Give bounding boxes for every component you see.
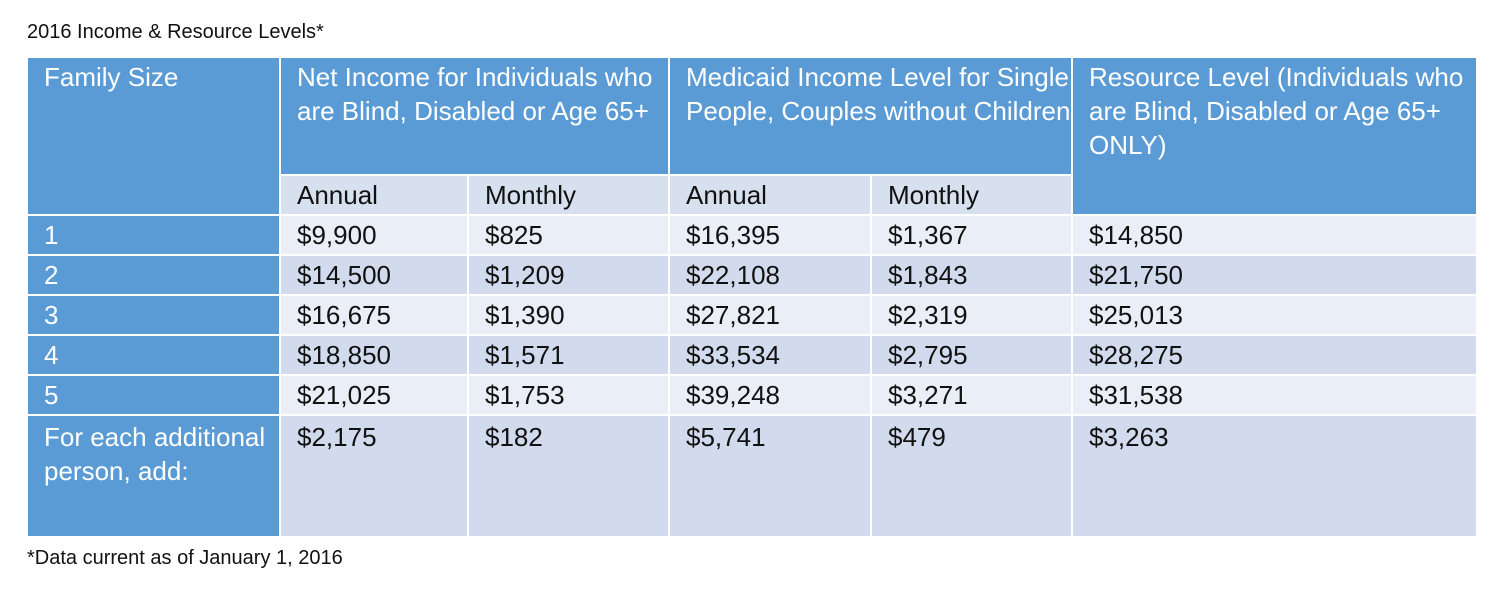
header-net-income: Net Income for Individuals who are Blind…: [279, 56, 670, 176]
resource-level-cell: $3,263: [1071, 414, 1478, 538]
table-row: For each additional person, add: $2,175 …: [26, 414, 1478, 538]
net-annual-cell: $2,175: [279, 414, 469, 538]
subheader-medicaid-monthly: Monthly: [870, 174, 1073, 216]
net-monthly-cell: $1,390: [467, 294, 670, 336]
income-resource-table: Family Size Net Income for Individuals w…: [26, 56, 1478, 538]
footnote: *Data current as of January 1, 2016: [27, 547, 343, 569]
net-annual-cell: $18,850: [279, 334, 469, 376]
subheader-net-monthly: Monthly: [467, 174, 670, 216]
table-row: 1 $9,900 $825 $16,395 $1,367 $14,850: [26, 214, 1478, 256]
header-resource-level: Resource Level (Individuals who are Blin…: [1071, 56, 1478, 216]
header-medicaid-income: Medicaid Income Level for Single People,…: [668, 56, 1073, 176]
resource-level-cell: $25,013: [1071, 294, 1478, 336]
medicaid-monthly-cell: $479: [870, 414, 1073, 538]
resource-level-cell: $28,275: [1071, 334, 1478, 376]
table-row: 4 $18,850 $1,571 $33,534 $2,795 $28,275: [26, 334, 1478, 376]
family-size-cell: 2: [26, 254, 281, 296]
net-annual-cell: $14,500: [279, 254, 469, 296]
family-size-cell: 3: [26, 294, 281, 336]
medicaid-monthly-cell: $1,843: [870, 254, 1073, 296]
table-row: 3 $16,675 $1,390 $27,821 $2,319 $25,013: [26, 294, 1478, 336]
net-annual-cell: $9,900: [279, 214, 469, 256]
net-monthly-cell: $182: [467, 414, 670, 538]
family-size-cell: 1: [26, 214, 281, 256]
family-size-cell: For each additional person, add:: [26, 414, 281, 538]
subheader-net-annual: Annual: [279, 174, 469, 216]
medicaid-annual-cell: $22,108: [668, 254, 872, 296]
page-title: 2016 Income & Resource Levels*: [27, 21, 324, 43]
medicaid-annual-cell: $27,821: [668, 294, 872, 336]
medicaid-annual-cell: $16,395: [668, 214, 872, 256]
resource-level-cell: $21,750: [1071, 254, 1478, 296]
resource-level-cell: $14,850: [1071, 214, 1478, 256]
medicaid-annual-cell: $39,248: [668, 374, 872, 416]
net-annual-cell: $21,025: [279, 374, 469, 416]
resource-level-cell: $31,538: [1071, 374, 1478, 416]
header-family-size: Family Size: [26, 56, 281, 216]
net-monthly-cell: $825: [467, 214, 670, 256]
net-annual-cell: $16,675: [279, 294, 469, 336]
subheader-medicaid-annual: Annual: [668, 174, 872, 216]
net-monthly-cell: $1,571: [467, 334, 670, 376]
medicaid-monthly-cell: $2,319: [870, 294, 1073, 336]
medicaid-monthly-cell: $3,271: [870, 374, 1073, 416]
medicaid-monthly-cell: $2,795: [870, 334, 1073, 376]
medicaid-annual-cell: $33,534: [668, 334, 872, 376]
family-size-cell: 5: [26, 374, 281, 416]
family-size-cell: 4: [26, 334, 281, 376]
table-row: 5 $21,025 $1,753 $39,248 $3,271 $31,538: [26, 374, 1478, 416]
net-monthly-cell: $1,753: [467, 374, 670, 416]
medicaid-monthly-cell: $1,367: [870, 214, 1073, 256]
net-monthly-cell: $1,209: [467, 254, 670, 296]
medicaid-annual-cell: $5,741: [668, 414, 872, 538]
table-row: 2 $14,500 $1,209 $22,108 $1,843 $21,750: [26, 254, 1478, 296]
